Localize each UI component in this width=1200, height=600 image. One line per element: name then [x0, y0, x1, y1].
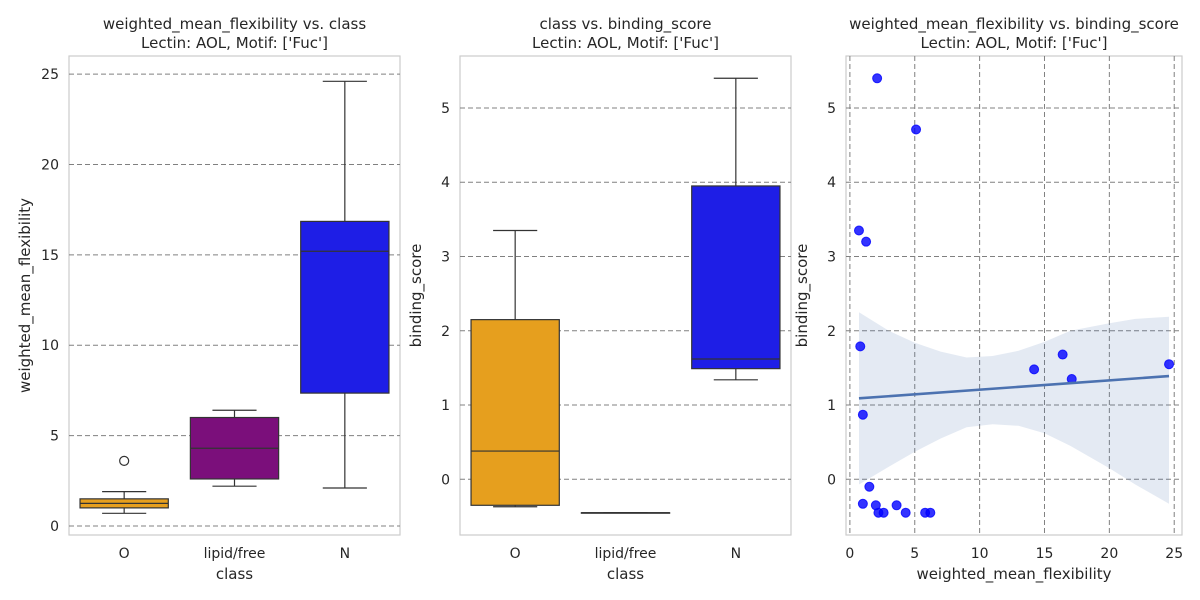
x-tick-label: 25 — [1165, 546, 1183, 562]
scatter-point — [857, 498, 868, 509]
scatter-point — [872, 73, 883, 84]
box-o — [79, 455, 169, 514]
panel-2: class vs. binding_score Lectin: AOL, Moti… — [407, 15, 792, 583]
y-tick-label: 25 — [41, 67, 59, 83]
x-tick-label: 10 — [971, 546, 989, 562]
chart-title-line: weighted_mean_flexibility vs. class — [103, 15, 367, 34]
x-tick-label: O — [119, 546, 130, 562]
chart-title: weighted_mean_flexibility vs. class Lecti… — [103, 15, 367, 52]
scatter-point — [925, 507, 936, 518]
box-body — [691, 185, 781, 370]
x-tick-label: N — [340, 546, 350, 562]
x-tick-label: 15 — [1036, 546, 1054, 562]
scatter-point — [891, 500, 902, 511]
y-axis-label: binding_score — [793, 244, 812, 348]
y-tick-label: 20 — [41, 157, 59, 173]
scatter-point — [861, 236, 872, 247]
chart-title-line: Lectin: AOL, Motif: ['Fuc'] — [532, 34, 719, 52]
box-body — [300, 220, 390, 394]
scatter-point — [855, 341, 866, 352]
chart-title-line: weighted_mean_flexibility vs. binding_sc… — [849, 15, 1179, 34]
y-tick-label: 10 — [41, 338, 59, 354]
y-tick-label: 0 — [827, 472, 836, 488]
x-axis-label: class — [607, 565, 644, 583]
box-o — [470, 229, 560, 508]
box-body — [470, 319, 560, 506]
y-tick-label: 1 — [441, 398, 450, 414]
x-tick-label: N — [731, 546, 741, 562]
x-tick-label: O — [510, 546, 521, 562]
scatter-point — [900, 507, 911, 518]
y-tick-label: 2 — [441, 324, 450, 340]
box-n — [691, 77, 781, 381]
scatter-point — [1164, 359, 1175, 370]
scatter-point — [864, 481, 875, 492]
scatter-point — [878, 507, 889, 518]
plot-frame — [845, 55, 1183, 536]
y-tick-label: 4 — [827, 175, 836, 191]
y-axis-label: binding_score — [407, 244, 426, 348]
y-tick-label: 4 — [441, 175, 450, 191]
box-lipid-free — [189, 409, 280, 487]
y-tick-label: 5 — [827, 101, 836, 117]
chart-title-line: Lectin: AOL, Motif: ['Fuc'] — [921, 34, 1108, 52]
x-tick-label: 20 — [1100, 546, 1118, 562]
panel-1: weighted_mean_flexibility vs. class Lecti… — [16, 15, 401, 583]
x-axis-label: weighted_mean_flexibility — [916, 565, 1111, 584]
y-tick-label: 3 — [441, 250, 450, 266]
scatter-point — [1029, 364, 1040, 375]
y-tick-label: 3 — [827, 250, 836, 266]
y-tick-label: 2 — [827, 324, 836, 340]
box-n — [300, 80, 390, 489]
scatter-point — [911, 124, 922, 135]
outlier-point — [119, 455, 130, 466]
confidence-band — [859, 312, 1169, 504]
chart-title-line: class vs. binding_score — [540, 15, 712, 34]
panel-3: weighted_mean_flexibility vs. binding_sc… — [793, 15, 1183, 584]
scatter-point — [857, 409, 868, 420]
chart-title-line: Lectin: AOL, Motif: ['Fuc'] — [141, 34, 328, 52]
y-tick-label: 5 — [441, 101, 450, 117]
scatter-point — [1057, 349, 1068, 360]
y-tick-label: 1 — [827, 398, 836, 414]
chart-title: class vs. binding_score Lectin: AOL, Moti… — [532, 15, 719, 52]
regression-line — [858, 374, 1170, 400]
y-tick-label: 0 — [441, 472, 450, 488]
chart-title: weighted_mean_flexibility vs. binding_sc… — [849, 15, 1179, 52]
x-axis-label: class — [216, 565, 253, 583]
y-tick-label: 5 — [50, 429, 59, 445]
x-tick-label: lipid/free — [204, 546, 266, 562]
x-tick-label: 5 — [910, 546, 919, 562]
x-tick-label: 0 — [845, 546, 854, 562]
y-tick-label: 15 — [41, 248, 59, 264]
y-tick-label: 0 — [50, 519, 59, 535]
x-tick-label: lipid/free — [595, 546, 657, 562]
y-axis-label: weighted_mean_flexibility — [16, 198, 35, 393]
scatter-point — [853, 225, 864, 236]
box-lipid-free — [580, 512, 671, 514]
